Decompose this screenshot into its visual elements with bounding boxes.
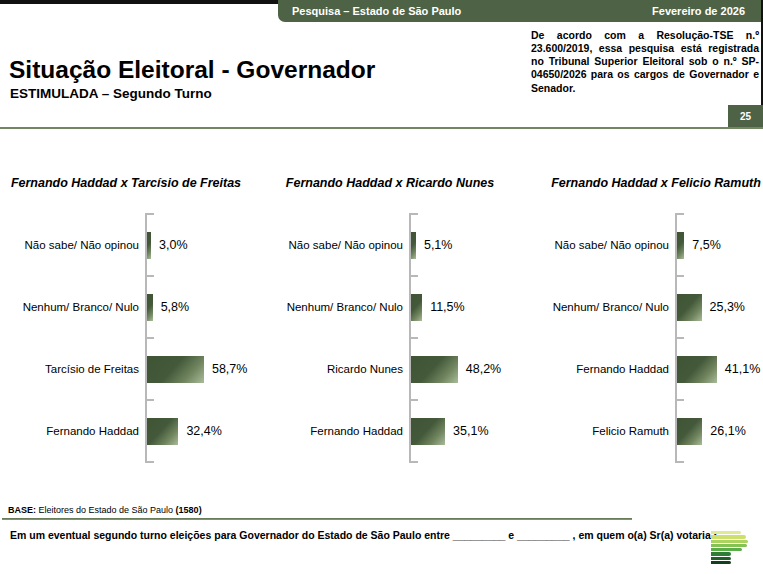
base-text: Eleitores do Estado de São Paulo (36, 505, 176, 515)
bar-row: Nenhum/ Branco/ Nulo 11,5% (264, 276, 516, 338)
chart-title: Fernando Haddad x Felicio Ramuth (530, 176, 763, 190)
registration-note: De acordo com a Resolução-TSE n.º 23.600… (531, 29, 759, 95)
header-band-date: Fevereiro de 2026 (652, 5, 745, 17)
logo-stripe (711, 535, 746, 538)
logo-stripe (711, 552, 731, 555)
header-band: Pesquisa – Estado de São Paulo Fevereiro… (278, 0, 763, 22)
value-label: 3,0% (159, 238, 188, 252)
chart-title: Fernando Haddad x Tarcísio de Freitas (0, 176, 252, 190)
bar (677, 418, 702, 445)
page-number-badge: 25 (728, 105, 763, 127)
category-label: Fernando Haddad (264, 425, 403, 437)
bar-row: Tarcísio de Freitas 58,7% (0, 338, 252, 400)
report-slide: Pesquisa – Estado de São Paulo Fevereiro… (0, 0, 763, 574)
value-label: 58,7% (212, 362, 247, 376)
bar-chart-1: Fernando Haddad x Tarcísio de Freitas Não… (0, 176, 252, 468)
logo-stripe (711, 548, 742, 551)
category-label: Felicio Ramuth (530, 425, 669, 437)
bar-row: Não sabe/ Não opinou 3,0% (0, 214, 252, 276)
category-label: Fernando Haddad (0, 425, 139, 437)
category-label: Tarcísio de Freitas (0, 363, 139, 375)
bar (147, 232, 151, 259)
header-band-title: Pesquisa – Estado de São Paulo (292, 5, 461, 17)
category-label: Não sabe/ Não opinou (264, 239, 403, 251)
bar (411, 356, 458, 383)
logo-stripe (711, 557, 731, 560)
chart-rows: Não sabe/ Não opinou 3,0% Nenhum/ Branco/ … (0, 214, 252, 462)
logo-stripe (711, 540, 748, 543)
bar (147, 356, 204, 383)
logo-stripe (711, 544, 747, 547)
bar-row: Felicio Ramuth 26,1% (530, 400, 763, 462)
page-subtitle: ESTIMULADA – Segundo Turno (10, 86, 212, 101)
footer-separator-rule (2, 518, 632, 520)
bar-row: Nenhum/ Branco/ Nulo 5,8% (0, 276, 252, 338)
logo-stripe (711, 531, 741, 534)
bar (411, 294, 422, 321)
value-label: 11,5% (430, 300, 465, 314)
value-label: 32,4% (186, 424, 221, 438)
value-label: 26,1% (710, 424, 745, 438)
chart-title: Fernando Haddad x Ricardo Nunes (264, 176, 516, 190)
bar (677, 294, 702, 321)
value-label: 5,1% (424, 238, 453, 252)
bar-row: Fernando Haddad 35,1% (264, 400, 516, 462)
logo-stripe (711, 561, 731, 564)
bar (147, 418, 178, 445)
value-label: 7,5% (692, 238, 721, 252)
bar-row: Fernando Haddad 32,4% (0, 400, 252, 462)
question-text: Em um eventual segundo turno eleições pa… (10, 529, 717, 541)
category-label: Ricardo Nunes (264, 363, 403, 375)
category-label: Nenhum/ Branco/ Nulo (264, 301, 403, 313)
value-label: 25,3% (710, 300, 745, 314)
bar (147, 294, 153, 321)
base-count: (1580) (176, 505, 202, 515)
base-prefix: BASE: (8, 505, 36, 515)
bar (677, 232, 684, 259)
top-left-black-rule (0, 0, 278, 4)
value-label: 48,2% (466, 362, 501, 376)
bar-row: Ricardo Nunes 48,2% (264, 338, 516, 400)
header-separator-rule (0, 127, 763, 129)
chart-rows: Não sabe/ Não opinou 5,1% Nenhum/ Branco/ … (264, 214, 516, 462)
category-label: Nenhum/ Branco/ Nulo (0, 301, 139, 313)
bar (411, 418, 445, 445)
value-label: 41,1% (725, 362, 760, 376)
bar (677, 356, 717, 383)
bar-row: Nenhum/ Branco/ Nulo 25,3% (530, 276, 763, 338)
bar-chart-3: Fernando Haddad x Felicio Ramuth Não sabe… (530, 176, 763, 468)
bar-chart-2: Fernando Haddad x Ricardo Nunes Não sabe/… (264, 176, 516, 468)
value-label: 5,8% (161, 300, 190, 314)
value-label: 35,1% (453, 424, 488, 438)
category-label: Fernando Haddad (530, 363, 669, 375)
bar (411, 232, 416, 259)
category-label: Não sabe/ Não opinou (530, 239, 669, 251)
bar-row: Fernando Haddad 41,1% (530, 338, 763, 400)
page-title: Situação Eleitoral - Governador (9, 56, 375, 84)
base-note: BASE: Eleitores do Estado de São Paulo (… (8, 505, 202, 515)
category-label: Nenhum/ Branco/ Nulo (530, 301, 669, 313)
ipec-logo (711, 531, 748, 564)
bar-row: Não sabe/ Não opinou 7,5% (530, 214, 763, 276)
chart-rows: Não sabe/ Não opinou 7,5% Nenhum/ Branco/ … (530, 214, 763, 462)
bar-row: Não sabe/ Não opinou 5,1% (264, 214, 516, 276)
category-label: Não sabe/ Não opinou (0, 239, 139, 251)
